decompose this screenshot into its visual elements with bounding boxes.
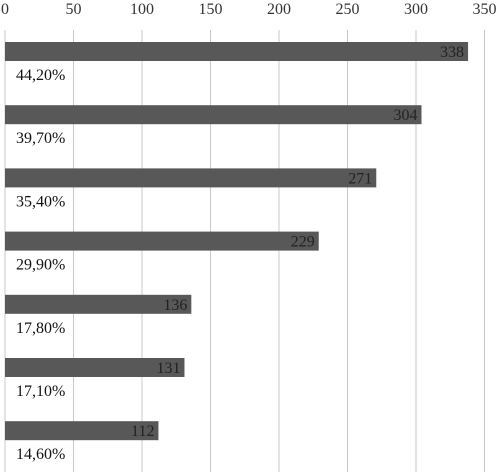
bar: [5, 358, 185, 377]
percent-label: 17,80%: [16, 320, 65, 337]
bar-value-label: 229: [291, 234, 315, 251]
percent-label: 39,70%: [16, 130, 65, 147]
x-tick-label: 350: [473, 1, 497, 18]
bar-value-label: 271: [348, 170, 372, 187]
x-tick-label: 250: [336, 1, 360, 18]
bar-value-label: 136: [163, 297, 187, 314]
percent-label: 14,60%: [16, 446, 65, 463]
percent-label: 17,10%: [16, 383, 65, 400]
bar-value-label: 338: [440, 44, 464, 61]
bar-value-label: 304: [393, 107, 417, 124]
x-tick-label: 200: [267, 1, 291, 18]
bar: [5, 42, 469, 61]
bar-value-label: 112: [131, 423, 154, 440]
bar: [5, 168, 377, 188]
bar: [5, 421, 159, 441]
bar: [5, 231, 319, 251]
x-tick-label: 300: [404, 1, 428, 18]
bar: [5, 294, 192, 314]
x-tick-label: 0: [1, 1, 9, 18]
x-tick-label: 100: [130, 1, 154, 18]
x-tick-label: 150: [199, 1, 223, 18]
percent-label: 44,20%: [16, 67, 65, 84]
bar-value-label: 131: [156, 360, 180, 377]
x-tick-label: 50: [66, 1, 82, 18]
bar: [5, 105, 422, 125]
percent-label: 35,40%: [16, 193, 65, 210]
percent-label: 29,90%: [16, 257, 65, 274]
